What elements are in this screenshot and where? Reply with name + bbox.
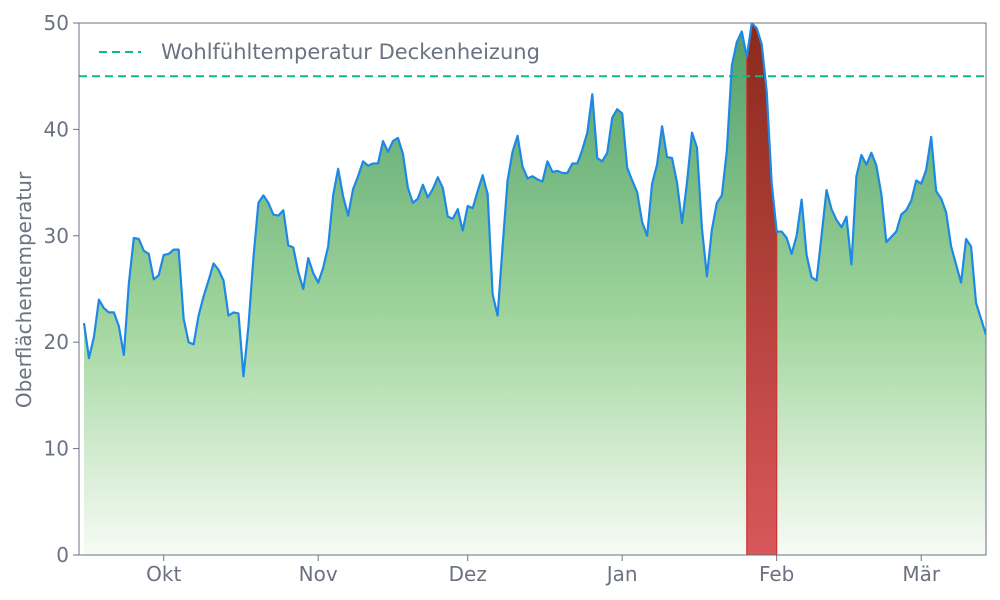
plot-area bbox=[79, 23, 986, 555]
x-tick-label: Jan bbox=[605, 562, 638, 586]
x-tick-label: Mär bbox=[902, 562, 941, 586]
series-line bbox=[82, 23, 986, 378]
y-tick-label: 40 bbox=[44, 117, 69, 141]
plot-frame bbox=[78, 22, 987, 556]
y-tick-label: 10 bbox=[44, 437, 69, 461]
y-tick-label: 50 bbox=[44, 11, 69, 35]
x-tick-label: Dez bbox=[449, 562, 487, 586]
x-axis: Okt Nov Dez Jan Feb Mär bbox=[146, 555, 941, 586]
legend-threshold-label: Wohlfühltemperatur Deckenheizung bbox=[161, 40, 540, 64]
y-tick-label: 0 bbox=[56, 543, 69, 567]
y-axis: 0 10 20 30 40 50 bbox=[44, 11, 79, 567]
x-tick-label: Nov bbox=[299, 562, 338, 586]
y-tick-label: 20 bbox=[44, 330, 69, 354]
highlight-range-fill bbox=[746, 23, 778, 555]
series-area-fill bbox=[83, 23, 986, 555]
x-tick-label: Feb bbox=[759, 562, 794, 586]
x-tick-label: Okt bbox=[146, 562, 181, 586]
y-axis-title: Oberflächentemperatur bbox=[12, 171, 36, 408]
legend: Wohlfühltemperatur Deckenheizung bbox=[99, 40, 540, 64]
y-tick-label: 30 bbox=[44, 224, 69, 248]
